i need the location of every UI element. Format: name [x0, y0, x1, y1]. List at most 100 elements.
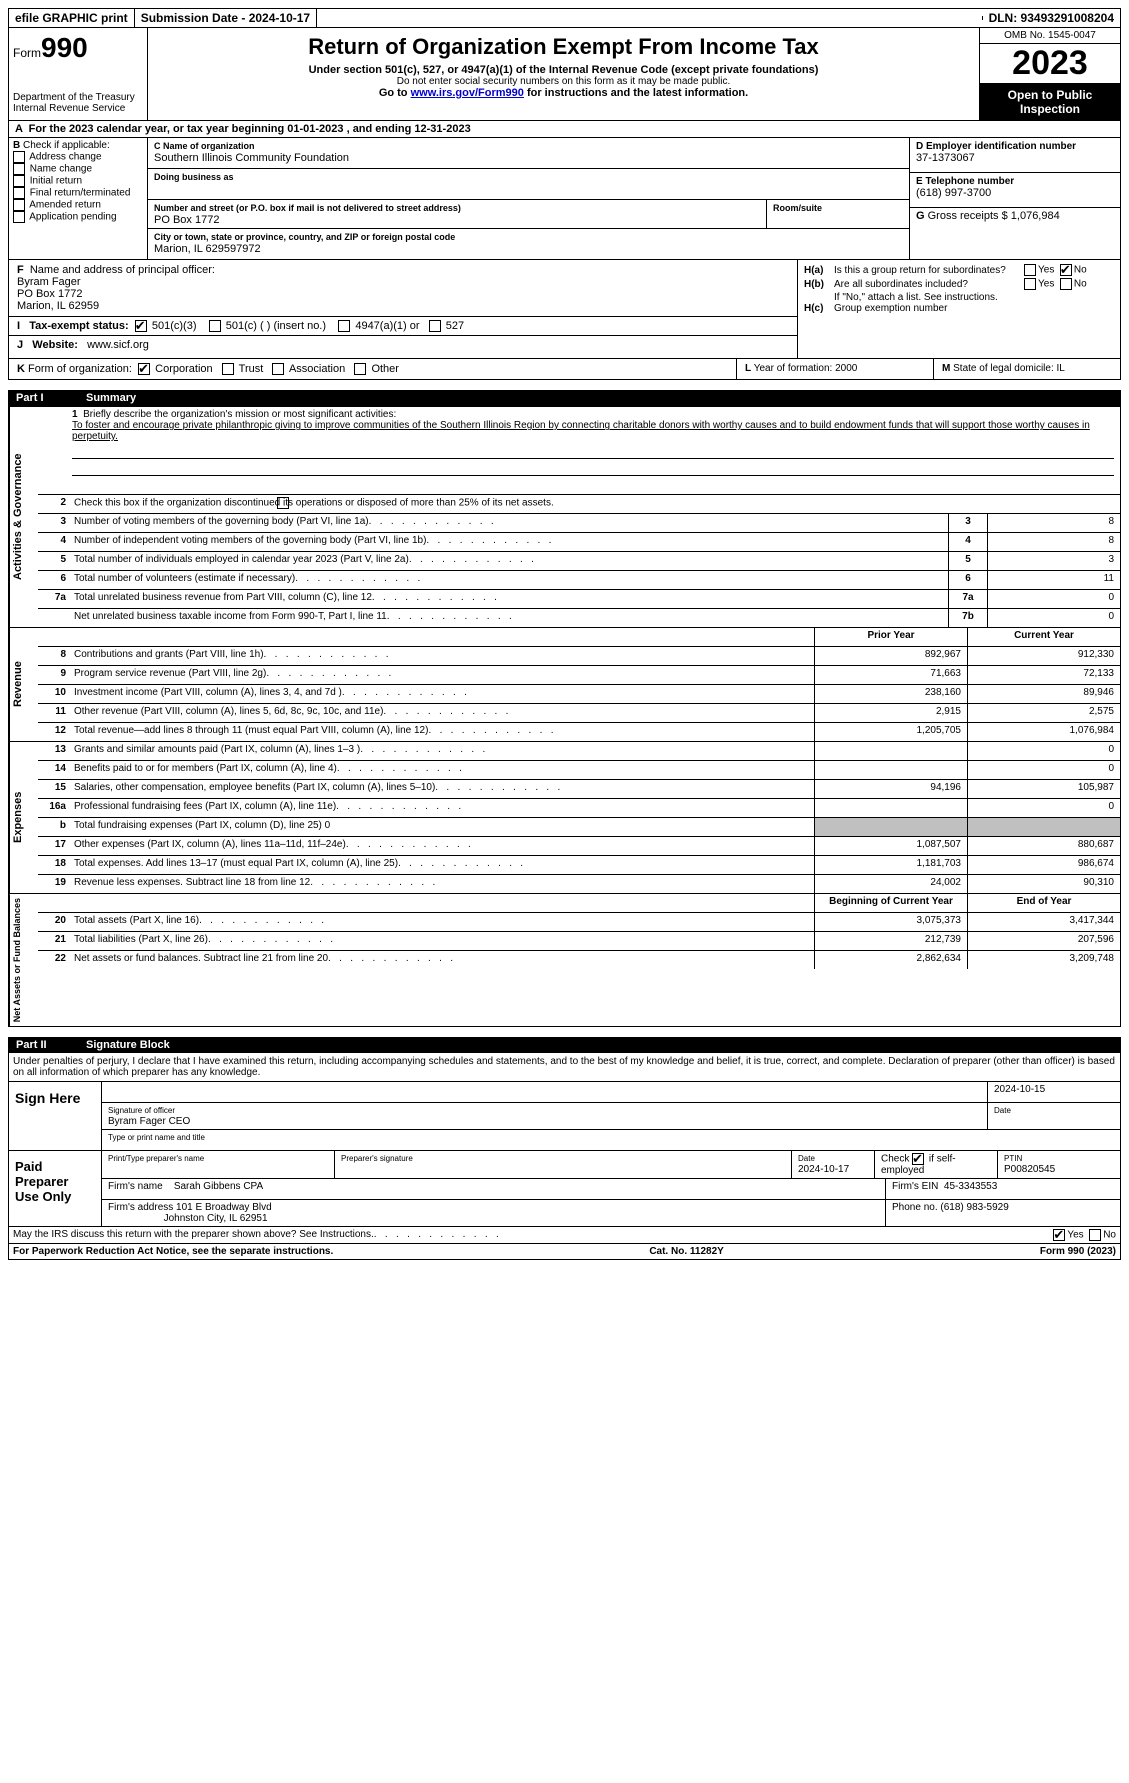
- cb-discuss-no[interactable]: [1089, 1229, 1101, 1241]
- cb-hb-no[interactable]: [1060, 278, 1072, 290]
- open-inspection: Open to Public Inspection: [980, 84, 1120, 120]
- table-row: 14Benefits paid to or for members (Part …: [38, 761, 1120, 780]
- preparer-label: Paid Preparer Use Only: [9, 1151, 102, 1226]
- cb-501c[interactable]: [209, 320, 221, 332]
- cb-corporation[interactable]: [138, 363, 150, 375]
- discuss-row: May the IRS discuss this return with the…: [8, 1227, 1121, 1244]
- table-row: 20Total assets (Part X, line 16)3,075,37…: [38, 913, 1120, 932]
- expenses-side-label: Expenses: [9, 742, 38, 893]
- line6-value: 11: [987, 571, 1120, 589]
- ha-question: Is this a group return for subordinates?: [834, 265, 1024, 276]
- officer-sig-name: Byram Fager CEO: [108, 1116, 190, 1127]
- paid-preparer-block: Paid Preparer Use Only Print/Type prepar…: [8, 1151, 1121, 1227]
- cb-4947[interactable]: [338, 320, 350, 332]
- ein-value: 37-1373067: [916, 152, 975, 164]
- cb-address-change[interactable]: [13, 151, 25, 163]
- signature-intro: Under penalties of perjury, I declare th…: [8, 1053, 1121, 1082]
- row-klm: K Form of organization: Corporation Trus…: [8, 359, 1121, 380]
- form-title: Return of Organization Exempt From Incom…: [156, 34, 971, 60]
- tax-year: 2023: [980, 44, 1120, 84]
- form-ref: Form 990 (2023): [1040, 1246, 1116, 1257]
- table-row: 11Other revenue (Part VIII, column (A), …: [38, 704, 1120, 723]
- cb-initial-return[interactable]: [13, 175, 25, 187]
- subtitle-2: Do not enter social security numbers on …: [156, 76, 971, 87]
- cb-name-change[interactable]: [13, 163, 25, 175]
- table-row: 13Grants and similar amounts paid (Part …: [38, 742, 1120, 761]
- gross-receipts: 1,076,984: [1011, 210, 1060, 222]
- begin-year-hdr: Beginning of Current Year: [814, 894, 967, 912]
- net-assets-section: Net Assets or Fund Balances Beginning of…: [8, 894, 1121, 1027]
- cb-other[interactable]: [354, 363, 366, 375]
- box-b-header: Check if applicable:: [23, 140, 110, 151]
- hb-note: If "No," attach a list. See instructions…: [804, 292, 1114, 303]
- row-a-taxyear: A For the 2023 calendar year, or tax yea…: [8, 121, 1121, 138]
- irs-link[interactable]: www.irs.gov/Form990: [411, 87, 524, 99]
- end-year-hdr: End of Year: [967, 894, 1120, 912]
- room-suite-label: Room/suite: [773, 203, 822, 213]
- table-row: 17Other expenses (Part IX, column (A), l…: [38, 837, 1120, 856]
- telephone-value: (618) 997-3700: [916, 187, 991, 199]
- dept-treasury: Department of the Treasury: [13, 92, 143, 103]
- mission-text: To foster and encourage private philanth…: [72, 420, 1090, 442]
- cb-discontinued[interactable]: [277, 497, 289, 509]
- dba-label: Doing business as: [154, 172, 234, 182]
- sign-here-block: Sign Here 2024-10-15 Signature of office…: [8, 1082, 1121, 1151]
- table-row: 22Net assets or fund balances. Subtract …: [38, 951, 1120, 969]
- cb-trust[interactable]: [222, 363, 234, 375]
- cb-501c3[interactable]: [135, 320, 147, 332]
- hb-question: Are all subordinates included?: [834, 279, 1024, 290]
- sign-here-label: Sign Here: [9, 1082, 102, 1150]
- line7a-value: 0: [987, 590, 1120, 608]
- cb-hb-yes[interactable]: [1024, 278, 1036, 290]
- firm-addr2: Johnston City, IL 62951: [164, 1213, 268, 1224]
- preparer-date: 2024-10-17: [798, 1164, 849, 1175]
- cb-final-return[interactable]: [13, 187, 25, 199]
- table-row: 9Program service revenue (Part VIII, lin…: [38, 666, 1120, 685]
- revenue-side-label: Revenue: [9, 628, 38, 741]
- cb-self-employed[interactable]: [912, 1153, 924, 1165]
- table-row: bTotal fundraising expenses (Part IX, co…: [38, 818, 1120, 837]
- activities-governance-section: Activities & Governance 1 Briefly descri…: [8, 406, 1121, 628]
- cb-527[interactable]: [429, 320, 441, 332]
- revenue-section: Revenue Prior YearCurrent Year 8Contribu…: [8, 628, 1121, 742]
- hc-label: Group exemption number: [834, 303, 1114, 314]
- table-row: 12Total revenue—add lines 8 through 11 (…: [38, 723, 1120, 741]
- city-state-zip: Marion, IL 629597972: [154, 243, 261, 255]
- line5-value: 3: [987, 552, 1120, 570]
- cb-association[interactable]: [272, 363, 284, 375]
- state-domicile: IL: [1057, 363, 1065, 374]
- efile-print-label[interactable]: efile GRAPHIC print: [9, 9, 135, 27]
- form-number: 990: [41, 32, 88, 63]
- table-row: 16aProfessional fundraising fees (Part I…: [38, 799, 1120, 818]
- website-value: www.sicf.org: [87, 339, 149, 351]
- ag-side-label: Activities & Governance: [9, 407, 38, 627]
- part1-header: Part ISummary: [8, 390, 1121, 406]
- firm-ein: 45-3343553: [944, 1181, 997, 1192]
- tax-exempt-label: Tax-exempt status:: [29, 320, 128, 332]
- line4-value: 8: [987, 533, 1120, 551]
- street-address: PO Box 1772: [154, 214, 219, 226]
- ptin-value: P00820545: [1004, 1164, 1055, 1175]
- footer-row: For Paperwork Reduction Act Notice, see …: [8, 1244, 1121, 1260]
- cb-application-pending[interactable]: [13, 211, 25, 223]
- cb-amended-return[interactable]: [13, 199, 25, 211]
- omb-number: OMB No. 1545-0047: [980, 28, 1120, 44]
- prior-year-hdr: Prior Year: [814, 628, 967, 646]
- cb-ha-no[interactable]: [1060, 264, 1072, 276]
- irs-label: Internal Revenue Service: [13, 103, 143, 114]
- org-name: Southern Illinois Community Foundation: [154, 152, 349, 164]
- block-b-through-g: B Check if applicable: Address change Na…: [8, 138, 1121, 260]
- form-header: Form990 Department of the Treasury Inter…: [8, 28, 1121, 121]
- officer-name: Byram Fager: [17, 276, 81, 288]
- firm-name: Sarah Gibbens CPA: [174, 1181, 263, 1192]
- dln: DLN: 93493291008204: [983, 9, 1120, 27]
- cb-discuss-yes[interactable]: [1053, 1229, 1065, 1241]
- cb-ha-yes[interactable]: [1024, 264, 1036, 276]
- top-toolbar: efile GRAPHIC print Submission Date - 20…: [8, 8, 1121, 28]
- sig-date: 2024-10-15: [988, 1082, 1120, 1102]
- officer-street: PO Box 1772: [17, 288, 82, 300]
- current-year-hdr: Current Year: [967, 628, 1120, 646]
- firm-addr1: 101 E Broadway Blvd: [176, 1202, 272, 1213]
- table-row: 8Contributions and grants (Part VIII, li…: [38, 647, 1120, 666]
- line7b-value: 0: [987, 609, 1120, 627]
